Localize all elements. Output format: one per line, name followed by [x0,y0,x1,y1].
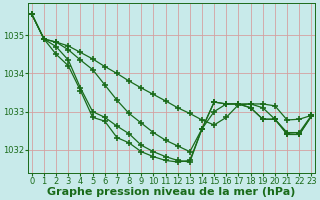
X-axis label: Graphe pression niveau de la mer (hPa): Graphe pression niveau de la mer (hPa) [47,187,296,197]
